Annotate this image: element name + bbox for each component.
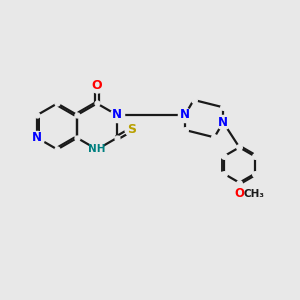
Text: N: N	[32, 131, 42, 144]
Text: N: N	[218, 116, 228, 129]
Text: N: N	[180, 109, 190, 122]
Text: O: O	[92, 79, 102, 92]
Text: CH₃: CH₃	[244, 189, 265, 199]
Text: S: S	[127, 123, 136, 136]
Text: N: N	[112, 109, 122, 122]
Text: NH: NH	[88, 144, 106, 154]
Text: O: O	[234, 188, 244, 200]
